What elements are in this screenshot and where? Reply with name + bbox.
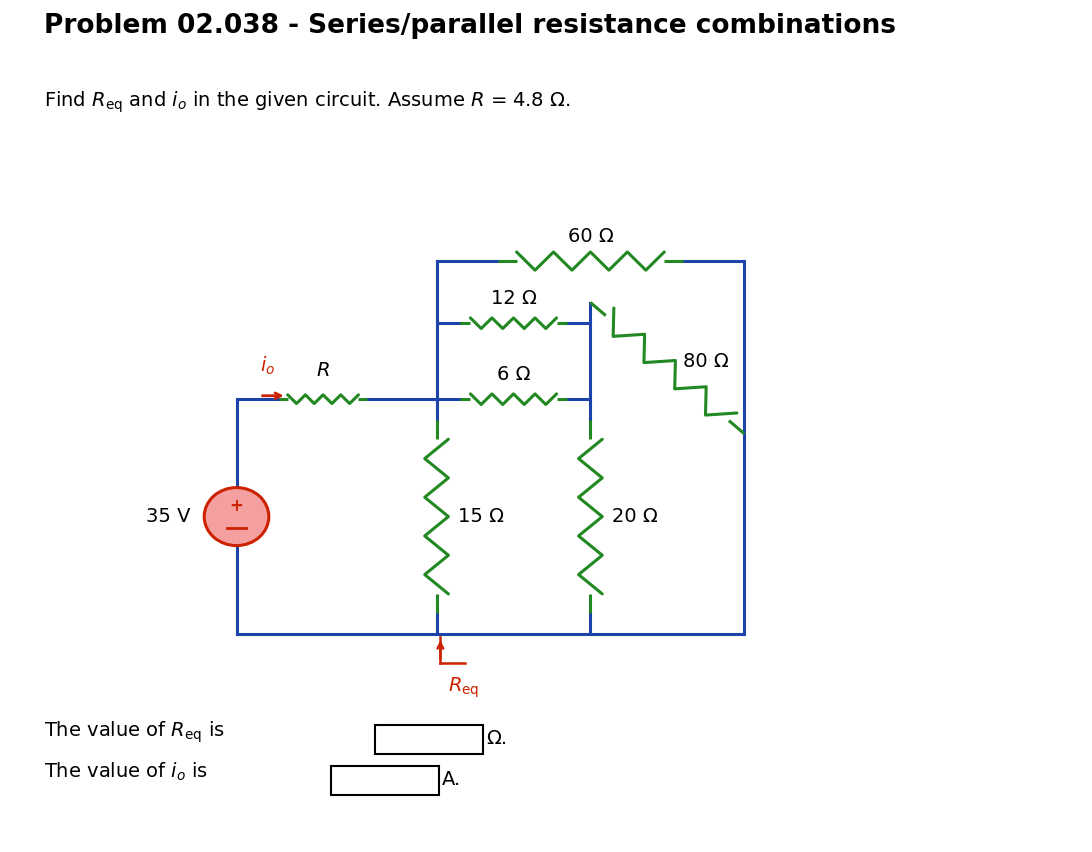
Text: 6 Ω: 6 Ω [497,365,531,384]
Text: 80 Ω: 80 Ω [682,352,728,371]
Text: $R_{\mathrm{eq}}$: $R_{\mathrm{eq}}$ [448,676,479,699]
Text: 12 Ω: 12 Ω [490,289,536,308]
Text: 60 Ω: 60 Ω [568,227,614,246]
Text: The value of $R_{\mathrm{eq}}$ is: The value of $R_{\mathrm{eq}}$ is [44,720,225,746]
FancyBboxPatch shape [331,766,439,795]
Text: Find $R_{\mathrm{eq}}$ and $i_o$ in the given circuit. Assume $R$ = 4.8 Ω.: Find $R_{\mathrm{eq}}$ and $i_o$ in the … [44,89,570,115]
Text: $R$: $R$ [316,361,330,380]
Text: Ω.: Ω. [486,728,507,748]
Text: Problem 02.038 - Series/parallel resistance combinations: Problem 02.038 - Series/parallel resista… [44,13,895,39]
Text: +: + [229,498,244,515]
Text: 15 Ω: 15 Ω [459,507,505,526]
Text: $i_o$: $i_o$ [260,354,275,377]
Text: 35 V: 35 V [146,507,190,526]
Text: 20 Ω: 20 Ω [612,507,657,526]
FancyBboxPatch shape [375,725,483,754]
Text: A.: A. [442,770,462,789]
Circle shape [204,487,269,545]
Text: The value of $i_o$ is: The value of $i_o$ is [44,761,207,783]
